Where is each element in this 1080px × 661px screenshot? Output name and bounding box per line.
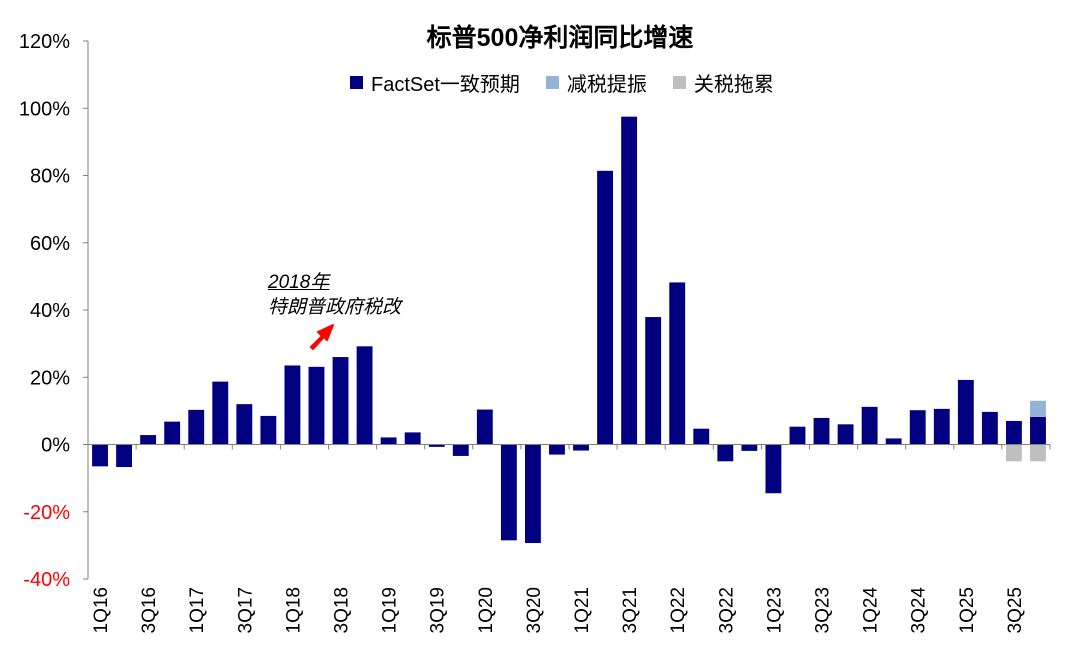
bar-factset-1Q18 [284,365,301,445]
x-tick-label: 1Q17 [187,587,208,633]
bar-factset-4Q18 [356,346,373,445]
y-tick-label: -40% [23,569,70,591]
y-tick-label: 100% [19,98,70,120]
x-tick-label: 1Q16 [91,587,112,633]
x-tick-label: 3Q17 [235,587,256,633]
x-tick-label: 3Q18 [332,587,353,633]
bar-factset-4Q20 [549,444,565,455]
legend-swatch-tax-cut [545,76,559,89]
legend-item-tariff: 关税拖累 [672,68,774,97]
legend-item-tax-cut: 减税提振 [545,68,647,97]
bar-factset-4Q16 [164,421,181,445]
bar-factset-1Q22 [669,282,686,445]
y-tick-label: 20% [30,367,70,389]
chart-title: 标普500净利润同比增速 [426,24,694,52]
bar-factset-4Q23 [837,424,854,445]
x-tick-label: 1Q24 [861,587,882,634]
bar-factset-3Q18 [332,357,349,445]
bar-factset-1Q23 [765,444,782,494]
bar-factset-4Q19 [452,444,469,456]
annotation-arrow-shape [310,324,334,350]
legend-label-tariff: 关税拖累 [693,74,774,96]
x-tick-label: 1Q19 [380,587,401,633]
bar-factset-1Q17 [188,409,205,445]
bar-factset-3Q19 [428,444,445,447]
x-tick-label: 3Q25 [1005,587,1026,633]
x-tick-label: 1Q20 [476,587,497,633]
annotation-text: 2018年 特朗普政府税改 [268,270,401,320]
x-tick-label: 3Q16 [139,587,160,633]
bar-factset-2Q18 [308,366,325,445]
bar-factset-4Q22 [741,444,758,451]
y-tick-label: 0% [41,435,70,457]
y-tick-label: 40% [30,300,70,322]
x-tick-label: 1Q22 [668,587,689,633]
bar-factset-4Q25 [1030,416,1046,445]
bar-factset-1Q21 [573,444,589,451]
bar-factset-2Q24 [885,438,902,445]
x-tick-label: 3Q21 [620,587,641,633]
bar-factset-3Q22 [717,444,734,462]
bar-tariff-4Q25 [1030,444,1046,462]
y-tick-label: 120% [19,31,70,53]
bar-factset-3Q25 [1005,420,1022,445]
bar-tariff-3Q25 [1005,444,1022,462]
bar-factset-3Q24 [909,410,926,445]
x-tick-label: 1Q18 [283,587,304,633]
bar-factset-2Q22 [693,428,710,445]
legend-label-factset: FactSet一致预期 [371,74,520,96]
bar-factset-4Q21 [645,317,662,445]
bars-layer [92,116,1046,544]
annotation-year: 2018年 [268,272,330,293]
bar-factset-2Q16 [116,444,133,468]
bar-factset-3Q23 [813,417,830,445]
y-tick-label: 80% [30,166,70,188]
bar-factset-2Q19 [404,432,421,445]
x-tick-label: 1Q21 [572,587,593,633]
y-tick-label: 60% [30,233,70,255]
x-tick-label: 3Q24 [909,587,930,634]
bar-factset-3Q17 [236,404,253,445]
bar-factset-4Q17 [260,415,277,445]
annotation-arrow [310,324,334,350]
x-tick-label: 3Q22 [716,587,737,633]
bar-factset-3Q21 [621,116,638,445]
bar-factset-2Q20 [500,444,517,541]
bar-factset-3Q16 [140,435,157,445]
x-tick-label: 3Q20 [524,587,545,633]
bar-factset-2Q21 [597,170,614,445]
y-tick-label: -20% [23,502,70,524]
tick-labels-layer: -40% -20% 0% 20% 40% 60% 80% 100% 120% 1Q16 3Q16 1Q… [19,31,1026,633]
annotation-description: 特朗普政府税改 [268,297,402,318]
legend-swatch-tariff [672,76,686,89]
bar-factset-1Q16 [92,444,108,467]
axes-layer [83,40,1051,580]
x-tick-label: 1Q23 [764,587,785,633]
bar-factset-1Q24 [861,406,878,445]
chart-legend: FactSet一致预期 减税提振 关税拖累 [350,68,774,97]
bar-factset-1Q25 [957,379,974,445]
bar-factset-3Q20 [524,444,541,544]
bar-factset-4Q24 [933,408,950,445]
legend-label-tax-cut: 减税提振 [566,74,647,96]
x-tick-label: 3Q19 [428,587,449,633]
bar-factset-2Q23 [789,426,806,445]
legend-swatch-factset [350,76,363,89]
bar-factset-2Q25 [981,411,998,445]
legend-item-factset: FactSet一致预期 [350,68,520,97]
x-tick-label: 1Q25 [957,587,978,633]
bar-factset-1Q20 [476,409,493,445]
bar-factset-1Q19 [380,437,397,445]
x-tick-label: 3Q23 [813,587,834,633]
bar-tax-cut-4Q25 [1030,400,1046,417]
bar-factset-2Q17 [212,381,229,445]
